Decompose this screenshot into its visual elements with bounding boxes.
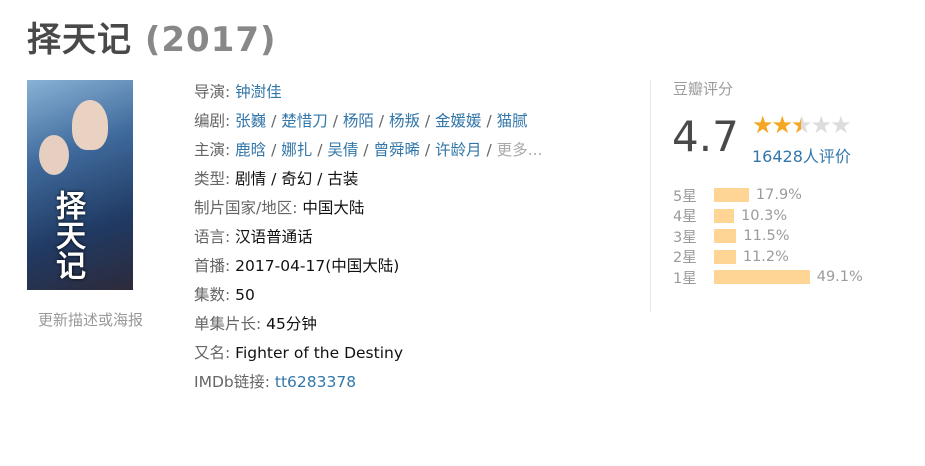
imdb-row: IMDb链接: tt6283378 [194,373,357,391]
country-row: 制片国家/地区: 中国大陆 [194,199,365,217]
writer-row: 编剧: 张巍 / 楚惜刀 / 杨陌 / 杨叛 / 金媛媛 / 猫腻 [194,112,528,130]
writer-link[interactable]: 金媛媛 [435,112,482,130]
genres: 剧情 / 奇幻 / 古装 [235,170,359,188]
label: 编剧 [194,112,226,130]
rating-breakdown: 5星 17.9% 4星 10.3% 3星 11.5% 2星 11.2% 1星 49.1% [673,185,863,288]
writer-link[interactable]: 杨叛 [388,112,420,130]
runtime: 45分钟 [266,315,317,333]
writer-links: 张巍 / 楚惜刀 / 杨陌 / 杨叛 / 金媛媛 / 猫腻 [235,112,528,130]
poster-title: 择天记 [50,190,85,280]
page-title: 择天记 (2017) [27,12,277,61]
imdb-link[interactable]: tt6283378 [274,373,357,391]
cast-link[interactable]: 许龄月 [435,141,482,159]
writer-link[interactable]: 杨陌 [342,112,374,130]
premiere-row: 首播: 2017-04-17(中国大陆) [194,257,400,275]
label: 制片国家/地区 [194,199,293,217]
star-level-label: 2星 [673,250,697,267]
episodes: 50 [235,286,255,304]
info-panel: 导演: 钟澍佳 编剧: 张巍 / 楚惜刀 / 杨陌 / 杨叛 / 金媛媛 / 猫… [194,78,559,397]
rating-percent: 11.2% [742,248,789,265]
language: 汉语普通话 [235,228,313,246]
cast-link[interactable]: 曾舜晞 [373,141,420,159]
poster-figure [39,135,69,175]
cast-link[interactable]: 鹿晗 [235,141,267,159]
country: 中国大陆 [302,199,365,217]
label: 语言 [194,228,226,246]
genre-row: 类型: 剧情 / 奇幻 / 古装 [194,170,359,188]
star-level-label: 3星 [673,229,697,246]
writer-link[interactable]: 猫腻 [496,112,528,130]
star-rating: ★★★★★ [752,111,852,139]
aka: Fighter of the Destiny [235,344,404,362]
star-icon: ★ [810,111,832,139]
rating-bar [714,249,736,264]
votes-link[interactable]: 16428人评价 [752,147,851,166]
more-cast-link[interactable]: 更多... [496,141,543,159]
aka-row: 又名: Fighter of the Destiny [194,344,404,362]
rating-row: 4星 10.3% [673,206,863,227]
language-row: 语言: 汉语普通话 [194,228,313,246]
star-level-label: 5星 [673,188,697,205]
rating-row: 3星 11.5% [673,226,863,247]
cast-link[interactable]: 吴倩 [327,141,359,159]
rating-score: 4.7 [672,112,739,161]
label: 又名 [194,344,226,362]
poster-image[interactable]: 择天记 [27,80,133,290]
poster-figure [72,100,108,150]
star-icon: ★ [771,111,793,139]
rating-percent: 11.5% [743,228,790,245]
label: 单集片长 [194,315,257,333]
title-text: 择天记 [27,20,132,60]
star-icon: ★ [791,111,812,139]
premiere: 2017-04-17(中国大陆) [235,257,400,275]
rating-label: 豆瓣评分 [673,80,734,98]
director-link[interactable]: 钟澍佳 [235,83,282,101]
rating-bar [714,229,737,244]
label: 集数 [194,286,226,304]
cast-row: 主演: 鹿晗 / 娜扎 / 吴倩 / 曾舜晞 / 许龄月 / 更多... [194,141,543,159]
label: 首播 [194,257,226,275]
rating-row: 1星 49.1% [673,267,863,288]
update-description-link[interactable]: 更新描述或海报 [38,311,144,329]
runtime-row: 单集片长: 45分钟 [194,315,317,333]
rating-row: 2星 11.2% [673,247,863,268]
rating-row: 5星 17.9% [673,185,863,206]
label: 主演 [194,141,226,159]
rating-bar [714,208,735,223]
rating-bar [714,270,810,285]
star-icon: ★ [752,111,773,139]
rating-percent: 10.3% [741,207,788,224]
divider [650,80,651,312]
label: 类型 [194,170,226,188]
rating-percent: 49.1% [816,269,863,286]
label: 导演 [194,83,226,101]
star-icon: ★ [830,111,851,139]
year: (2017) [144,20,277,60]
director-row: 导演: 钟澍佳 [194,83,282,101]
star-level-label: 4星 [673,209,697,226]
star-level-label: 1星 [673,270,697,287]
cast-link[interactable]: 娜扎 [281,141,313,159]
writer-link[interactable]: 张巍 [235,112,267,130]
rating-bar [714,188,749,203]
writer-link[interactable]: 楚惜刀 [281,112,328,130]
rating-percent: 17.9% [755,187,802,204]
cast-links: 鹿晗 / 娜扎 / 吴倩 / 曾舜晞 / 许龄月 [235,141,482,159]
episodes-row: 集数: 50 [194,286,255,304]
label: IMDb链接 [194,373,265,391]
